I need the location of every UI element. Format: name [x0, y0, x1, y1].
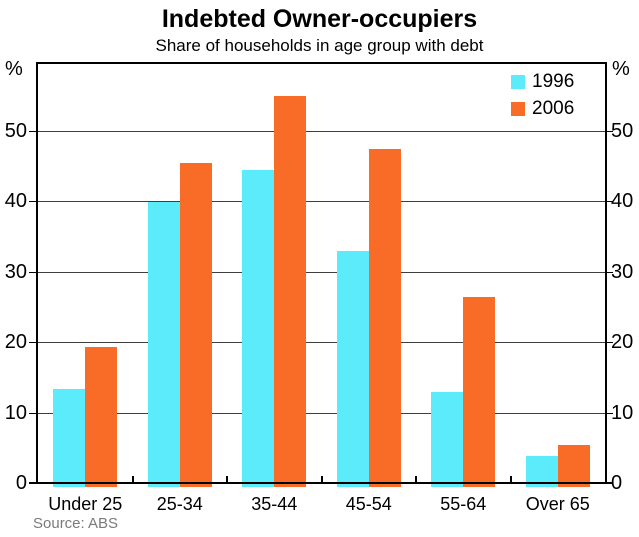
y-label-right-30: 30: [611, 260, 634, 283]
y-axis-unit-left: %: [5, 58, 23, 80]
y-tick-right-50: [607, 130, 613, 132]
y-label-right-50: 50: [611, 119, 634, 142]
legend-item-1996: 1996: [511, 72, 574, 92]
gridline-30: [38, 271, 605, 273]
bar-2006-25-34: [179, 163, 212, 487]
y-tick-left-30: [29, 271, 36, 273]
bar-1996-25-34: [147, 202, 180, 487]
y-tick-right-30: [607, 271, 613, 273]
bar-2006-35-44: [274, 96, 306, 487]
y-label-right-20: 20: [611, 331, 634, 353]
y-label-right-40: 40: [611, 190, 634, 212]
x-tick-1: [131, 476, 134, 484]
y-tick-left-40: [29, 201, 36, 202]
legend-label-2006: 2006: [532, 98, 575, 119]
legend-swatch-1996: [511, 75, 525, 89]
y-label-left-40: 40: [4, 190, 27, 212]
gridline-40: [38, 201, 605, 202]
chart-subtitle: Share of households in age group with de…: [155, 36, 484, 55]
y-tick-right-10: [607, 412, 613, 414]
gridline-20: [38, 342, 605, 343]
y-label-left-10: 10: [4, 401, 27, 424]
y-axis-unit-right: %: [612, 58, 630, 80]
chart-title: Indebted Owner-occupiers: [161, 5, 478, 33]
bar-1996-55-64: [431, 392, 463, 487]
x-label-under-25: Under 25: [48, 494, 123, 514]
y-tick-left-20: [29, 342, 36, 343]
legend-swatch-2006: [511, 102, 525, 116]
y-tick-right-40: [607, 201, 613, 202]
y-label-left-30: 30: [4, 260, 27, 283]
legend: 1996 2006: [511, 72, 574, 126]
x-tick-2: [226, 476, 228, 484]
x-tick-4: [415, 476, 417, 484]
plot-area: [29, 62, 613, 487]
bar-1996-Over 65: [525, 455, 558, 487]
legend-label-1996: 1996: [532, 71, 575, 92]
bar-2006-Over 65: [557, 445, 590, 487]
y-tick-left-10: [29, 412, 36, 414]
x-tick-5: [509, 476, 512, 484]
source-note: Source: ABS: [33, 515, 119, 532]
y-tick-left-50: [29, 130, 36, 132]
bar-1996-Under 25: [53, 388, 85, 487]
y-label-left-50: 50: [4, 119, 27, 142]
x-tick-3: [320, 476, 323, 484]
y-label-right-0: 0: [611, 472, 623, 494]
bar-2006-55-64: [463, 297, 495, 487]
x-label-25-34: 25-34: [156, 494, 203, 514]
y-label-left-20: 20: [4, 331, 27, 353]
bar-1996-45-54: [336, 251, 369, 487]
gridline-50: [38, 130, 605, 132]
x-axis-line: [29, 482, 613, 484]
bar-2006-45-54: [368, 149, 401, 487]
bar-1996-35-44: [242, 170, 274, 487]
y-label-right-10: 10: [611, 401, 634, 424]
y-tick-right-20: [607, 342, 613, 343]
bar-2006-Under 25: [85, 346, 117, 487]
legend-item-2006: 2006: [511, 99, 574, 119]
y-label-left-0: 0: [15, 472, 27, 494]
gridline-10: [38, 412, 605, 414]
x-label-over-65: Over 65: [525, 494, 590, 514]
x-label-55-64: 55-64: [440, 494, 487, 514]
x-label-45-54: 45-54: [345, 494, 392, 514]
x-label-35-44: 35-44: [251, 494, 298, 514]
